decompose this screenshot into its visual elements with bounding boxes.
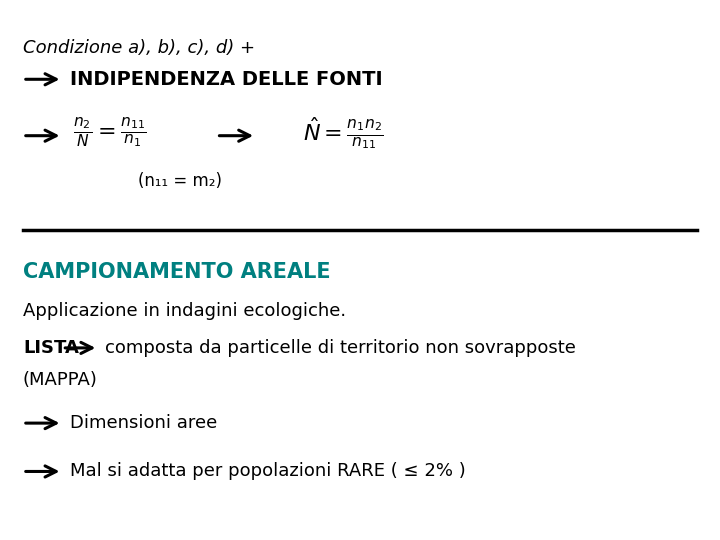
Text: Mal si adatta per popolazioni RARE ( ≤ 2% ): Mal si adatta per popolazioni RARE ( ≤ 2…: [70, 462, 465, 481]
Text: Applicazione in indagini ecologiche.: Applicazione in indagini ecologiche.: [23, 302, 346, 320]
Text: LISTA: LISTA: [23, 339, 78, 357]
Text: (MAPPA): (MAPPA): [23, 371, 98, 389]
Text: Condizione a), b), c), d) +: Condizione a), b), c), d) +: [23, 39, 255, 57]
Text: composta da particelle di territorio non sovrapposte: composta da particelle di territorio non…: [105, 339, 576, 357]
Text: $\frac{n_2}{N} = \frac{n_{11}}{n_1}$: $\frac{n_2}{N} = \frac{n_{11}}{n_1}$: [73, 116, 147, 150]
Text: $\hat{N} = \frac{n_1 n_2}{n_{11}}$: $\hat{N} = \frac{n_1 n_2}{n_{11}}$: [302, 115, 383, 151]
Text: Dimensioni aree: Dimensioni aree: [70, 414, 217, 432]
Text: CAMPIONAMENTO AREALE: CAMPIONAMENTO AREALE: [23, 262, 330, 282]
Text: INDIPENDENZA DELLE FONTI: INDIPENDENZA DELLE FONTI: [70, 70, 382, 89]
Text: (n₁₁ = m₂): (n₁₁ = m₂): [138, 172, 222, 191]
